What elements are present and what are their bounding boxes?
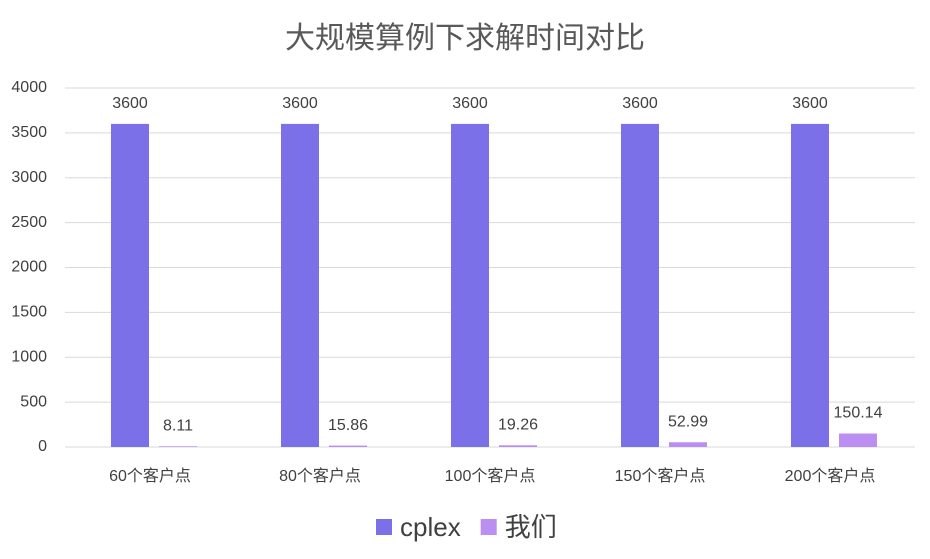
chart-title: 大规模算例下求解时间对比	[285, 22, 645, 55]
y-tick-label: 0	[38, 438, 47, 455]
data-label: 19.26	[498, 416, 538, 433]
legend-swatch	[480, 519, 497, 535]
legend-label: cplex	[400, 512, 461, 542]
x-tick-label: 60个客户点	[109, 467, 191, 485]
y-tick-label: 4000	[11, 79, 47, 96]
bar	[451, 123, 489, 448]
data-label: 3600	[622, 95, 658, 112]
data-label: 3600	[452, 95, 488, 112]
bar	[111, 123, 149, 448]
y-tick-label: 2500	[11, 214, 47, 231]
x-tick-label: 150个客户点	[615, 467, 706, 485]
bar	[839, 433, 877, 447]
bar	[669, 442, 707, 447]
legend-swatch	[376, 519, 392, 535]
bar	[499, 445, 537, 447]
x-tick-label: 80个客户点	[279, 467, 361, 485]
data-label: 3600	[112, 95, 148, 112]
bar	[281, 123, 319, 448]
y-tick-label: 3500	[11, 124, 47, 141]
y-tick-label: 1500	[11, 304, 47, 321]
legend-label: 我们	[505, 512, 557, 542]
data-label: 15.86	[328, 417, 368, 434]
data-label: 52.99	[668, 413, 708, 430]
bar	[791, 123, 829, 448]
data-label: 3600	[282, 95, 318, 112]
bar	[329, 445, 367, 447]
y-tick-label: 2000	[11, 259, 47, 276]
data-label: 150.14	[834, 405, 883, 422]
bar	[159, 446, 197, 447]
x-tick-label: 200个客户点	[785, 467, 876, 485]
y-tick-label: 1000	[11, 348, 47, 365]
data-label: 3600	[792, 95, 828, 112]
y-tick-label: 3000	[11, 169, 47, 186]
bar	[621, 123, 659, 448]
y-tick-label: 500	[20, 393, 47, 410]
data-label: 8.11	[163, 417, 193, 434]
x-tick-label: 100个客户点	[445, 467, 536, 485]
